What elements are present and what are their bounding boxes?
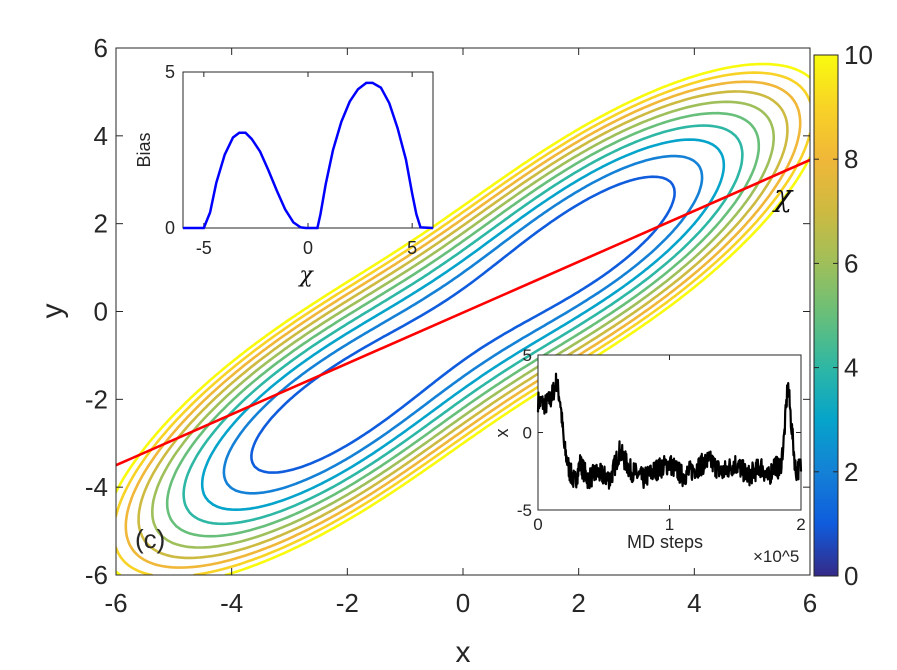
contour-level-line [137,90,789,560]
bias-y-label: Bias [134,132,154,167]
colorbar: 0 2 4 6 8 10 [813,40,873,591]
y-tick-label: 6 [94,33,108,63]
y-tick-label: -2 [85,384,108,414]
trajectory-y-tick-label: 5 [523,346,532,365]
contour-level-line [165,111,761,538]
trajectory-inset-area [537,354,802,511]
colorbar-gradient [813,54,839,577]
x-tick-group: -6 -4 -2 0 2 4 6 [104,48,817,618]
contour-level-line [250,175,676,474]
trajectory-x-tick-label: 2 [796,515,805,534]
contour-level-line [116,71,810,575]
y-tick-label: 2 [94,209,108,239]
contour-group [116,62,810,575]
x-tick-label: 6 [803,588,817,618]
cv-line-group [116,158,810,467]
bias-y-tick-label: 0 [165,218,175,238]
colorbar-tick-label: 0 [844,561,858,591]
colorbar-tick-label: 2 [844,457,858,487]
x-tick-label: -4 [220,588,243,618]
colorbar-tick-label: 4 [844,353,858,383]
x-tick-label: -6 [104,588,127,618]
bias-y-tick-label: 5 [165,62,175,82]
x-tick-label: -2 [336,588,359,618]
contour-level-line [124,80,802,569]
trajectory-x-tick-label: 1 [665,515,674,534]
x-tick-label: 0 [456,588,470,618]
bias-x-tick-label: 0 [303,238,313,258]
bias-x-tick-label: 5 [407,238,417,258]
colorbar-tick-label: 8 [844,144,858,174]
contour-level-line [151,100,775,549]
bias-inset-area [182,71,434,229]
trajectory-inset: 0 1 2-505 MD steps x ×10^5 [492,346,806,566]
trajectory-y-label: x [492,429,512,438]
y-axis-label: y [36,304,69,319]
trajectory-x-multiplier: ×10^5 [753,547,799,566]
y-tick-label: -4 [85,472,108,502]
bias-x-tick-label: -5 [196,238,212,258]
trajectory-curve [536,372,803,490]
contour-level-line [182,124,744,526]
trajectory-tick-group: 0 1 2-505 [517,346,806,534]
trajectory-x-tick-label: 0 [533,515,542,534]
bias-inset: -5 0 5 0 5 χ Bias [134,62,434,288]
x-axis-label: x [456,636,471,669]
trajectory-y-tick-label: -5 [517,501,532,520]
colorbar-tick-label: 6 [844,248,858,278]
x-tick-label: 2 [571,588,585,618]
trajectory-x-label: MD steps [627,532,703,552]
y-tick-label: -6 [85,560,108,590]
contour-level-line [222,154,704,495]
contour-level-line [200,138,726,511]
x-tick-label: 4 [687,588,701,618]
y-tick-label: 4 [94,121,108,151]
y-tick-label: 0 [94,297,108,327]
colorbar-tick-label: 10 [844,40,873,70]
bias-x-label: χ [297,263,314,288]
bias-curve [183,81,434,230]
colorbar-tick-group: 0 2 4 6 8 10 [814,40,873,591]
y-tick-group: -6 -4 -2 0 2 4 6 [85,33,810,590]
trajectory-y-tick-label: 0 [523,424,532,443]
cv-line-label: χ [772,179,794,214]
cv-line [116,158,810,467]
panel-label: (c) [135,524,165,554]
